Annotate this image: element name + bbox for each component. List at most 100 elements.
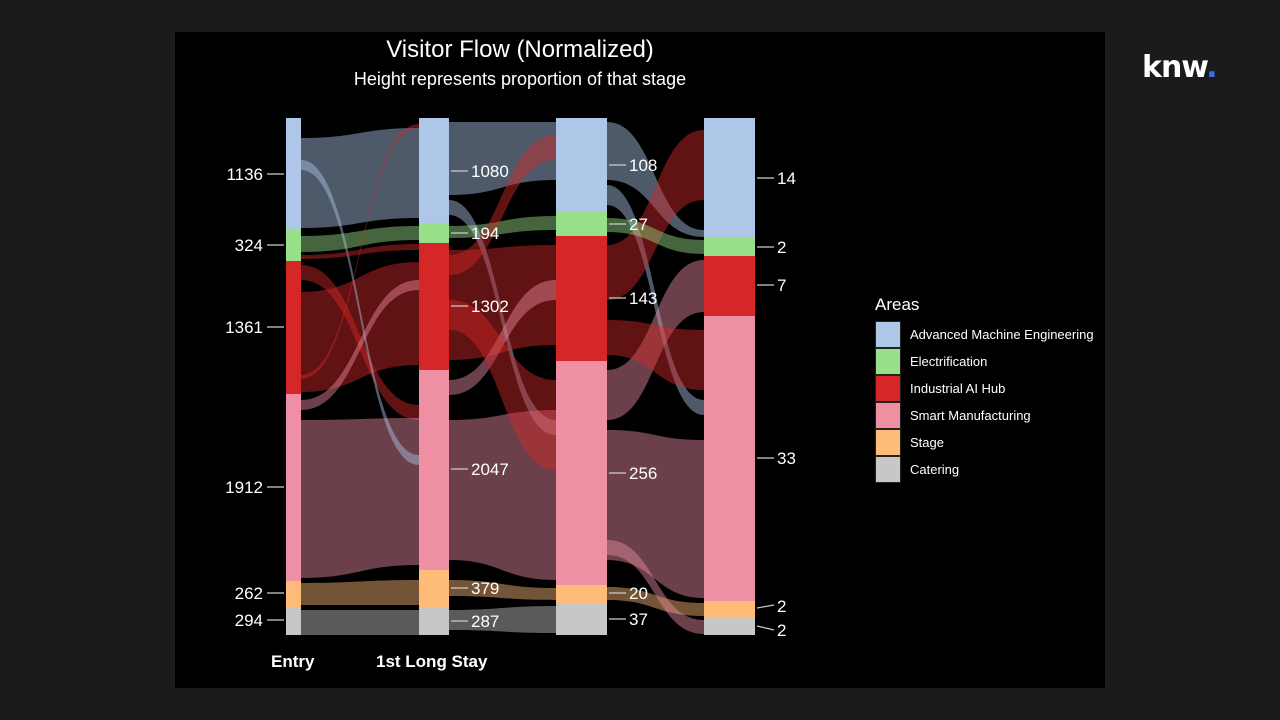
- count-ticks: [267, 164, 775, 631]
- count-s4-elec: 2: [777, 238, 786, 257]
- seg-s3-elec[interactable]: [556, 212, 607, 236]
- flow-ame-sm-3: [607, 185, 704, 415]
- count-entry-cat: 294: [235, 611, 263, 630]
- flow-sm-sm: [301, 418, 419, 578]
- flow-sm-ai: [301, 280, 419, 410]
- seg-entry-ai[interactable]: [286, 261, 301, 394]
- count-s3-cat: 37: [629, 610, 648, 629]
- count-entry-elec: 324: [235, 236, 263, 255]
- seg-s3-sm[interactable]: [556, 361, 607, 585]
- seg-entry-stage[interactable]: [286, 581, 301, 607]
- legend-label: Industrial AI Hub: [910, 381, 1006, 396]
- flow-stage-stage-2: [449, 580, 556, 600]
- seg-entry-ame[interactable]: [286, 118, 301, 230]
- legend-item-electrification[interactable]: Electrification: [875, 348, 1094, 375]
- stack-long-stay-1: [419, 118, 449, 635]
- count-s4-ai: 7: [777, 276, 786, 295]
- count-s3-elec: 27: [629, 215, 648, 234]
- flows-stay1-to-stage3: [449, 122, 556, 633]
- count-entry-sm: 1912: [225, 478, 263, 497]
- flow-cat-cat-2: [449, 606, 556, 633]
- flows-stage3-to-stage4: [607, 122, 704, 634]
- legend-item-catering[interactable]: Catering: [875, 456, 1094, 483]
- seg-stay1-elec[interactable]: [419, 223, 449, 243]
- count-s4-stage: 2: [777, 597, 786, 616]
- legend-title: Areas: [875, 295, 920, 314]
- seg-s3-stage[interactable]: [556, 585, 607, 603]
- count-stay1-ai: 1302: [471, 297, 509, 316]
- legend-swatch: [875, 321, 901, 348]
- legend-swatch: [875, 456, 901, 483]
- seg-s4-stage[interactable]: [704, 601, 755, 618]
- stage-label-long-stay-1: 1st Long Stay: [376, 652, 488, 671]
- stage-label-entry: Entry: [271, 652, 315, 671]
- flow-stage-stage-3: [607, 587, 704, 616]
- seg-s3-ai[interactable]: [556, 236, 607, 361]
- seg-s3-cat[interactable]: [556, 603, 607, 635]
- flow-ai-ai-2: [449, 245, 556, 360]
- flow-ai-sm-3: [607, 320, 704, 390]
- legend-item-smart-manufacturing[interactable]: Smart Manufacturing: [875, 402, 1094, 429]
- flow-stage-stage: [301, 580, 419, 605]
- flows-entry-to-stay1: [301, 124, 419, 635]
- seg-s4-ame[interactable]: [704, 118, 755, 238]
- flow-ai-ame-3: [607, 130, 704, 300]
- count-entry-ai: 1361: [225, 318, 263, 337]
- stack-entry: [286, 118, 301, 635]
- legend-item-ame[interactable]: Advanced Machine Engineering: [875, 321, 1094, 348]
- flow-ame-ame: [301, 128, 419, 228]
- flow-elec-elec-2: [449, 216, 556, 238]
- legend-label: Catering: [910, 462, 960, 477]
- seg-stay1-ai[interactable]: [419, 243, 449, 370]
- seg-entry-sm[interactable]: [286, 394, 301, 581]
- count-s4-sm: 33: [777, 449, 796, 468]
- seg-stay1-cat[interactable]: [419, 607, 449, 635]
- logo-text: knw: [1142, 50, 1207, 85]
- chart-title: Visitor Flow (Normalized): [386, 36, 654, 63]
- seg-s4-elec[interactable]: [704, 238, 755, 256]
- flow-elec-elec: [301, 226, 419, 252]
- count-labels: 1136 324 1361 1912 262 294 1080 194 1302…: [225, 156, 796, 640]
- flow-ame-ame-2: [449, 122, 556, 195]
- flow-elec-ai: [301, 244, 419, 259]
- seg-s4-cat[interactable]: [704, 618, 755, 635]
- count-stay1-elec: 194: [471, 224, 499, 243]
- count-stay1-stage: 379: [471, 579, 499, 598]
- stack-stage-4: [704, 118, 755, 635]
- seg-entry-cat[interactable]: [286, 607, 301, 635]
- legend-item-stage[interactable]: Stage: [875, 429, 1094, 456]
- seg-s4-sm[interactable]: [704, 316, 755, 601]
- count-s3-ai: 143: [629, 289, 657, 308]
- flow-ame-ame-3: [607, 122, 704, 237]
- seg-stay1-ame[interactable]: [419, 118, 449, 223]
- legend-label: Stage: [910, 435, 944, 450]
- knw-logo: knw.: [1142, 50, 1218, 85]
- count-stay1-sm: 2047: [471, 460, 509, 479]
- count-s3-sm: 256: [629, 464, 657, 483]
- count-stay1-cat: 287: [471, 612, 499, 631]
- flow-ai-ai: [301, 262, 419, 392]
- count-s3-stage: 20: [629, 584, 648, 603]
- legend: Areas Advanced Machine Engineering Elect…: [875, 295, 1094, 483]
- count-s3-ame: 108: [629, 156, 657, 175]
- seg-stay1-stage[interactable]: [419, 570, 449, 607]
- flow-sm-sm-2: [449, 410, 556, 580]
- count-entry-ame: 1136: [226, 165, 263, 184]
- flow-ai-ame: [301, 124, 419, 379]
- seg-entry-elec[interactable]: [286, 230, 301, 261]
- legend-label: Advanced Machine Engineering: [910, 327, 1094, 342]
- legend-item-industrial-ai-hub[interactable]: Industrial AI Hub: [875, 375, 1094, 402]
- slide-panel: [175, 32, 1105, 688]
- seg-stay1-sm[interactable]: [419, 370, 449, 570]
- count-stay1-ame: 1080: [471, 162, 509, 181]
- flow-cat-cat: [301, 610, 419, 635]
- flow-sm-cat-3: [607, 540, 704, 634]
- seg-s3-ame[interactable]: [556, 118, 607, 212]
- chart-subtitle: Height represents proportion of that sta…: [353, 69, 687, 89]
- legend-swatch: [875, 348, 901, 375]
- seg-s4-ai[interactable]: [704, 256, 755, 316]
- count-s4-ame: 14: [777, 169, 796, 188]
- legend-swatch: [875, 375, 901, 402]
- flow-elec-elec-3: [607, 218, 704, 254]
